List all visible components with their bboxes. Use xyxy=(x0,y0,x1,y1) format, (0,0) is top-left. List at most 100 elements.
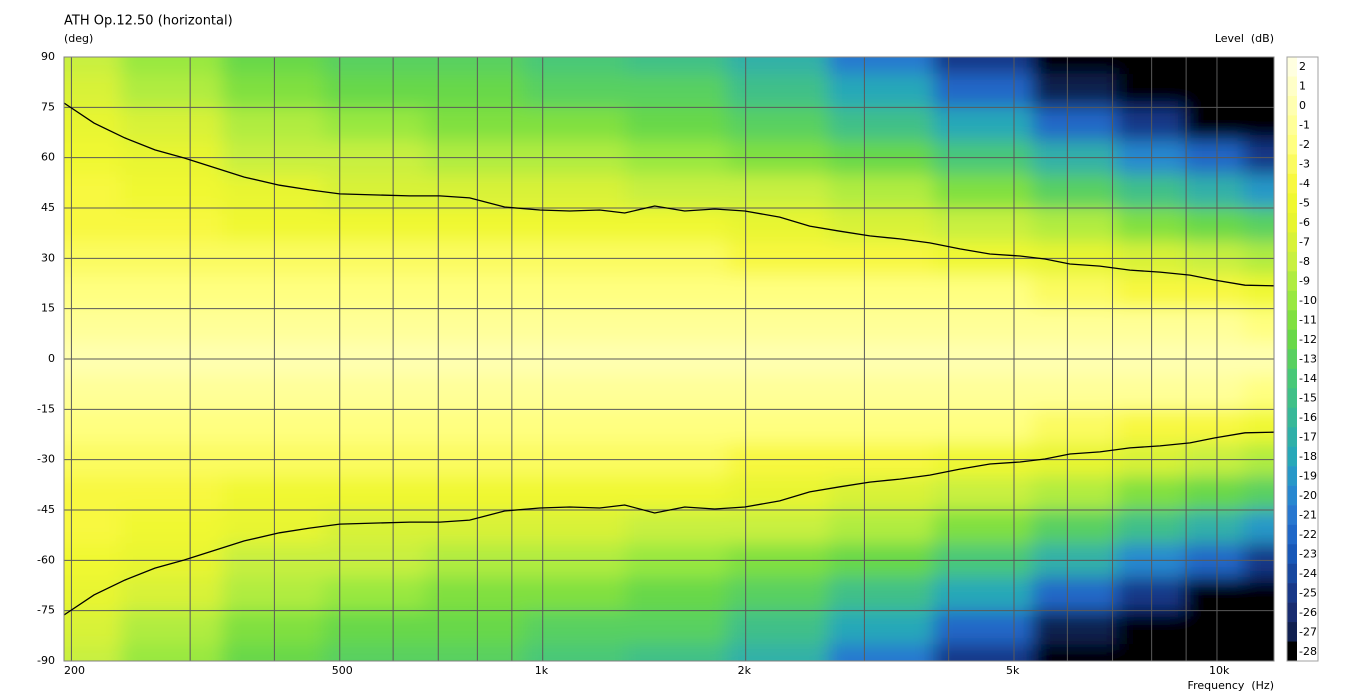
colorbar-band xyxy=(1287,271,1297,292)
contour-cell xyxy=(1243,57,1274,75)
contour-cell xyxy=(425,73,525,108)
x-tick-label: 1k xyxy=(535,664,549,677)
colorbar-band xyxy=(1287,407,1297,428)
colorbar-band xyxy=(1287,485,1297,506)
colorbar-band xyxy=(1287,524,1297,545)
contour-cell xyxy=(222,510,325,545)
colorbar-tick-label: -20 xyxy=(1299,489,1317,502)
colorbar-tick-label: 1 xyxy=(1299,80,1306,93)
colorbar-band xyxy=(1287,446,1297,467)
contour-cell xyxy=(120,577,223,612)
y-tick-label: 30 xyxy=(41,251,55,264)
y-tick-label: -60 xyxy=(37,553,55,566)
contour-cell xyxy=(1116,174,1185,209)
contour-cell xyxy=(523,610,626,645)
contour-cell xyxy=(1116,476,1185,511)
contour-cell xyxy=(64,375,122,410)
colorbar-band xyxy=(1287,232,1297,253)
contour-cell xyxy=(1184,308,1245,343)
y-axis-label: (deg) xyxy=(64,32,93,45)
contour-cell xyxy=(933,73,1033,108)
colorbar-band xyxy=(1287,466,1297,486)
colorbar-band xyxy=(1287,368,1297,389)
contour-cell xyxy=(1116,208,1185,243)
y-tick-label: -15 xyxy=(37,402,55,415)
colorbar-tick-label: -3 xyxy=(1299,158,1310,171)
contour-cell xyxy=(1184,610,1245,645)
colorbar-tick-label: -26 xyxy=(1299,606,1317,619)
colorbar-label: Level (dB) xyxy=(1215,32,1274,45)
contour-cell xyxy=(1184,510,1245,545)
colorbar-band xyxy=(1287,310,1297,331)
contour-cell xyxy=(64,510,122,545)
colorbar-tick-label: -7 xyxy=(1299,236,1310,249)
y-tick-label: -90 xyxy=(37,654,55,667)
contour-cell xyxy=(523,73,626,108)
contour-cell xyxy=(425,174,525,209)
colorbar-tick-label: -2 xyxy=(1299,138,1310,151)
colorbar-band xyxy=(1287,193,1297,214)
contour-cell xyxy=(1243,375,1274,410)
colorbar-tick-label: -24 xyxy=(1299,567,1317,580)
contour-cell xyxy=(1032,57,1118,75)
contour-cell xyxy=(120,174,223,209)
contour-cell xyxy=(625,510,728,545)
contour-cell xyxy=(726,510,829,545)
colorbar-band xyxy=(1287,505,1297,525)
contour-cell xyxy=(1032,208,1118,243)
contour-cell xyxy=(1032,577,1118,612)
contour-cell xyxy=(1243,409,1274,444)
colorbar-tick-label: -6 xyxy=(1299,216,1310,229)
contour-cell xyxy=(828,174,934,209)
contour-cell xyxy=(726,375,829,410)
colorbar-band xyxy=(1287,57,1297,77)
contour-cell xyxy=(120,510,223,545)
contour-cell xyxy=(933,107,1033,142)
contour-cell xyxy=(1032,107,1118,142)
contour-cell xyxy=(323,73,426,108)
x-tick-label: 10k xyxy=(1209,664,1230,677)
contour-cell xyxy=(625,308,728,343)
colorbar-tick-label: -10 xyxy=(1299,294,1317,307)
contour-cell xyxy=(64,275,122,310)
colorbar-band xyxy=(1287,349,1297,370)
contour-cell xyxy=(120,275,223,310)
colorbar-tick-label: -16 xyxy=(1299,411,1317,424)
contour-cell xyxy=(1116,610,1185,645)
contour-cell xyxy=(64,476,122,511)
contour-cell xyxy=(828,375,934,410)
contour-cell xyxy=(120,644,223,661)
contour-cell xyxy=(726,308,829,343)
x-tick-label: 200 xyxy=(64,664,85,677)
contour-cell xyxy=(726,57,829,75)
tick-labels: 200 500 1k 2k 5k 10k -90 -75 -60 -45 -30 -15 0 15 30 45… xyxy=(37,50,1230,677)
contour-cell xyxy=(828,577,934,612)
contour-cell xyxy=(523,476,626,511)
contour-cell xyxy=(1243,275,1274,310)
contour-cell xyxy=(1116,73,1185,108)
contour-cell xyxy=(523,275,626,310)
contour-cell xyxy=(828,308,934,343)
colorbar-band xyxy=(1287,173,1297,194)
contour-cell xyxy=(933,644,1033,661)
contour-cell xyxy=(222,577,325,612)
contour-cell xyxy=(120,57,223,75)
colorbar-tick-label: -17 xyxy=(1299,430,1317,443)
contour-cell xyxy=(1184,476,1245,511)
x-tick-label: 500 xyxy=(332,664,353,677)
contour-cell xyxy=(323,308,426,343)
contour-cell xyxy=(222,644,325,661)
contour-cell xyxy=(828,510,934,545)
contour-cell xyxy=(625,275,728,310)
contour-cell xyxy=(523,308,626,343)
contour-cell xyxy=(222,409,325,444)
contour-cell xyxy=(64,577,122,612)
contour-cell xyxy=(64,610,122,645)
contour-cell xyxy=(120,73,223,108)
contour-cell xyxy=(933,208,1033,243)
colorbar-tick-label: -14 xyxy=(1299,372,1317,385)
contour-cell xyxy=(625,57,728,75)
contour-cell xyxy=(222,375,325,410)
colorbar-band xyxy=(1287,212,1297,233)
colorbar: 2 1 0 -1 -2 -3 -4 -5 -6 -7 -8 -9 -10 -11 -12 -13 -14 -15 -… xyxy=(1286,56,1319,662)
